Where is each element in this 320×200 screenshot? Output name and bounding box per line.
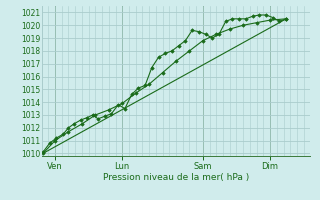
- X-axis label: Pression niveau de la mer( hPa ): Pression niveau de la mer( hPa ): [103, 173, 249, 182]
